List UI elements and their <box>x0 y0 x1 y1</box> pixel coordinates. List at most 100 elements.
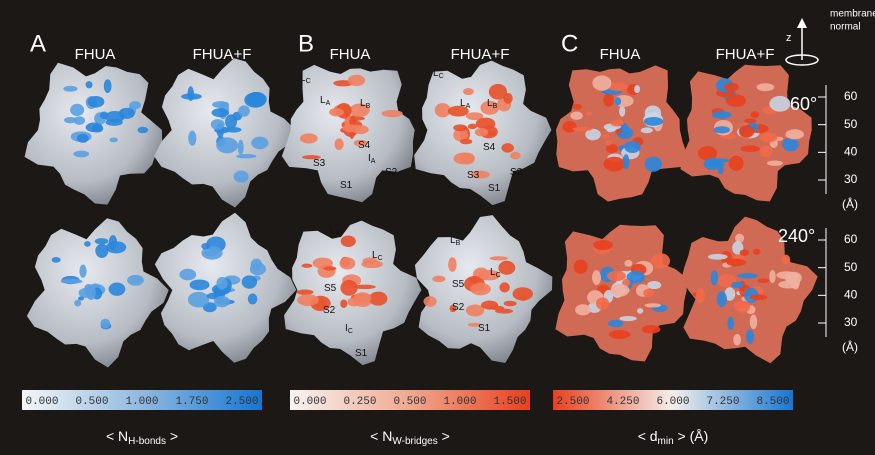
surface-patch <box>463 88 474 95</box>
surface-patch <box>297 294 319 306</box>
region-label: S2 <box>452 302 465 313</box>
region-subscript: A <box>326 100 331 107</box>
region-label: S5 <box>324 283 337 294</box>
surface-patch <box>504 301 517 307</box>
region-label: S5 <box>452 279 465 290</box>
surface-patch <box>586 111 592 115</box>
surface-patch <box>86 81 93 88</box>
surface-patch <box>734 301 748 308</box>
surface-patch <box>424 296 437 307</box>
orientation-caption: normal <box>830 22 861 33</box>
surface-patch <box>86 285 96 300</box>
view-angle: 60° <box>790 94 817 114</box>
surface-patch <box>216 137 238 153</box>
colorbar-tick-label: 7.250 <box>706 396 739 408</box>
surface-patch <box>644 117 663 126</box>
region-label: S2 <box>510 167 523 178</box>
region-label: S4 <box>358 140 371 151</box>
scale-tick-label: 30 <box>844 172 858 186</box>
column-title: FHUA <box>330 46 371 63</box>
surface-patch <box>711 270 718 285</box>
region-subscript: C <box>378 255 383 262</box>
title-text: > (Å) <box>674 428 709 444</box>
surface-patch <box>460 139 472 145</box>
title-text: < N <box>106 428 128 444</box>
figure: AFHUAFHUA+F0.0000.5001.0001.7502.500< NH… <box>0 0 875 455</box>
surface-patch <box>782 255 791 265</box>
column-title: FHUA <box>75 46 116 63</box>
colorbar-tick-label: 0.000 <box>293 396 326 408</box>
region-text: S3 <box>467 170 480 181</box>
surface-patch <box>744 118 756 123</box>
region-text: S1 <box>488 183 501 194</box>
title-text: < d <box>638 428 658 444</box>
region-subscript: A <box>466 103 471 110</box>
scale-tick-label: 40 <box>844 288 858 302</box>
colorbar-tick-label: 4.250 <box>606 396 639 408</box>
surface-patch <box>77 134 89 143</box>
surface-patch <box>242 275 257 288</box>
surface-patch <box>251 137 268 150</box>
surface-patch <box>340 257 356 269</box>
surface-patch <box>104 79 112 93</box>
surface-patch <box>84 241 91 247</box>
colorbar-tick-label: 1.750 <box>175 396 208 408</box>
surface-patch <box>503 93 512 104</box>
surface-patch <box>611 119 624 126</box>
region-text: S2 <box>323 305 336 316</box>
panel-label: C <box>561 30 578 57</box>
surface-patch <box>211 119 225 130</box>
view-angle: 240° <box>778 226 815 246</box>
surface-patch <box>70 104 84 116</box>
scale-tick-label: 50 <box>844 260 858 274</box>
region-label: S2 <box>323 305 336 316</box>
scale-tick-label: 50 <box>844 117 858 131</box>
surface-patch <box>181 93 202 99</box>
surface-patch <box>238 105 250 116</box>
surface-patch <box>572 104 582 110</box>
scale-tick-label: 60 <box>844 89 858 103</box>
surface-patch <box>356 294 372 303</box>
surface-patch <box>61 279 83 284</box>
region-text: S2 <box>385 167 398 178</box>
surface-patch <box>637 308 643 314</box>
column-title: FHUA <box>600 46 641 63</box>
region-label: S1 <box>340 180 353 191</box>
surface-patch <box>95 244 108 258</box>
surface-patch <box>575 304 591 315</box>
surface-patch <box>214 296 230 308</box>
surface-patch <box>767 161 783 166</box>
surface-patch <box>760 146 772 157</box>
surface-patch <box>301 264 312 268</box>
surface-patch <box>615 129 623 133</box>
surface-patch <box>91 124 103 132</box>
region-text: S1 <box>340 180 353 191</box>
surface-patch <box>624 141 640 153</box>
surface-patch <box>739 125 754 137</box>
surface-patch <box>603 157 625 172</box>
surface-patch <box>751 111 760 118</box>
surface-patch <box>448 257 457 272</box>
surface-patch <box>607 128 615 132</box>
surface-patch <box>769 96 790 112</box>
region-text: S4 <box>358 140 371 151</box>
axis-letter: z <box>786 32 792 44</box>
surface-patch <box>760 133 778 143</box>
title-text: > <box>166 428 178 444</box>
colorbar-tick-label: 0.500 <box>393 396 426 408</box>
region-label: S4 <box>483 142 496 153</box>
surface-patch <box>127 275 144 286</box>
colorbar-tick-label: 1.000 <box>125 396 158 408</box>
surface-patch <box>510 152 520 160</box>
colorbar-tick-label: 1.500 <box>493 396 526 408</box>
colorbar-tick-label: 2.500 <box>556 396 589 408</box>
region-text: S2 <box>510 167 523 178</box>
surface-patch <box>323 266 336 270</box>
surface-patch <box>619 316 636 321</box>
surface-patch <box>369 292 387 306</box>
colorbar-tick-label: 0.000 <box>25 396 58 408</box>
surface-patch <box>216 277 227 290</box>
surface-patch <box>74 116 85 125</box>
surface-patch <box>87 96 104 108</box>
scale-tick-label: 60 <box>844 232 858 246</box>
